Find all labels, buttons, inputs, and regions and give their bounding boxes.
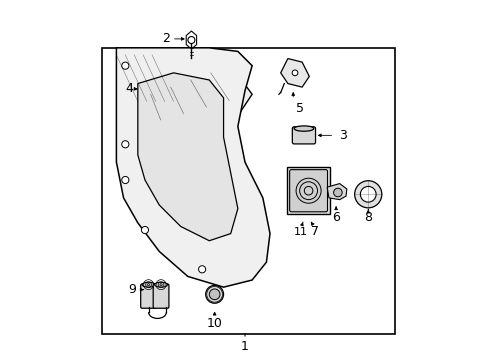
Circle shape [355,181,382,208]
FancyBboxPatch shape [141,284,156,308]
FancyBboxPatch shape [290,170,327,212]
Text: 9: 9 [128,283,136,296]
Polygon shape [281,59,309,87]
Text: 6: 6 [332,211,340,224]
Text: 10: 10 [207,317,222,330]
Polygon shape [131,66,252,126]
FancyBboxPatch shape [293,127,316,144]
Circle shape [122,141,129,148]
Text: 7: 7 [311,225,319,238]
Circle shape [135,106,144,114]
Circle shape [198,266,206,273]
Ellipse shape [142,282,155,287]
Text: 11: 11 [294,227,307,237]
Text: 1: 1 [241,339,249,352]
Circle shape [188,36,195,44]
Text: 4: 4 [125,82,133,95]
Circle shape [334,188,342,197]
Polygon shape [186,31,196,49]
Polygon shape [138,73,238,241]
Text: 8: 8 [364,211,372,224]
Circle shape [122,176,129,184]
Text: 2: 2 [163,32,171,45]
Circle shape [142,226,148,234]
FancyBboxPatch shape [153,284,169,308]
Polygon shape [117,48,270,287]
Ellipse shape [294,126,314,131]
Circle shape [206,285,223,303]
Text: 5: 5 [296,102,304,115]
Polygon shape [327,184,347,200]
Text: 3: 3 [339,129,347,142]
Circle shape [292,70,298,76]
Ellipse shape [155,282,168,287]
Circle shape [122,62,129,69]
FancyBboxPatch shape [287,167,330,214]
Circle shape [209,289,220,300]
Circle shape [360,186,376,202]
